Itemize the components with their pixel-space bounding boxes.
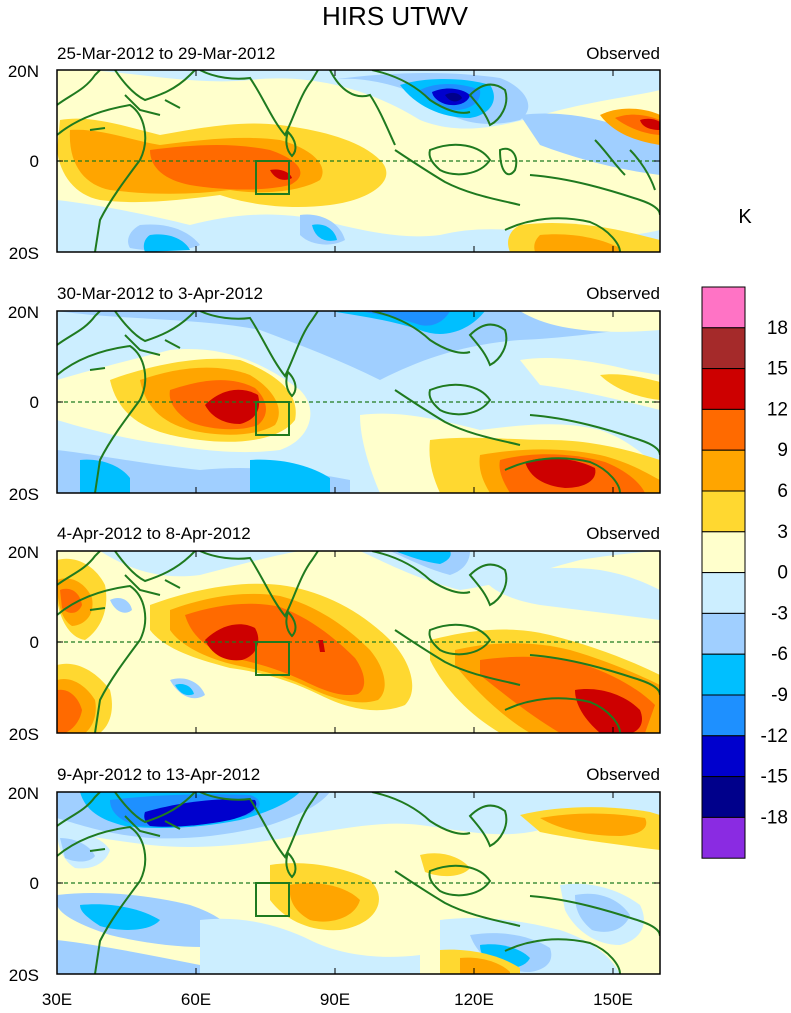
focus-region-box	[255, 401, 290, 436]
colorbar-swatch	[701, 286, 746, 329]
panel-3: 4-Apr-2012 to 8-Apr-2012 Observed	[8, 524, 661, 744]
colorbar-tick-label: 6	[777, 481, 788, 502]
panel-date-label: 25-Mar-2012 to 29-Mar-2012	[57, 44, 275, 63]
lat-tick-label: 0	[30, 874, 39, 893]
coastlines	[57, 70, 660, 252]
colorbar-tick-label: -15	[761, 767, 788, 788]
lat-tick-label: 20S	[9, 244, 39, 263]
colorbar-swatch	[701, 816, 746, 859]
colorbar-unit-label: K	[738, 206, 752, 228]
lon-tick-label: 120E	[454, 990, 494, 1009]
coastlines	[57, 311, 660, 493]
colorbar-swatch	[701, 368, 746, 410]
lat-tick-label: 20S	[9, 725, 39, 744]
panel-type-label: Observed	[586, 284, 660, 303]
colorbar-swatch	[701, 735, 746, 778]
anomaly-field	[57, 551, 660, 733]
panel-2: 30-Mar-2012 to 3-Apr-2012 Observed	[8, 284, 661, 504]
lon-tick-label: 90E	[320, 990, 350, 1009]
lon-tick-label: 30E	[42, 990, 72, 1009]
lat-tick-label: 0	[30, 393, 39, 412]
anomaly-field	[57, 70, 660, 252]
coastlines	[57, 551, 660, 733]
colorbar-swatch	[701, 490, 746, 533]
colorbar-swatch	[701, 449, 746, 492]
colorbar-swatch	[701, 531, 746, 574]
colorbar-tick-label: -12	[761, 726, 788, 747]
lat-tick-label: 20N	[8, 62, 39, 81]
colorbar-tick-label: -6	[771, 644, 788, 665]
colorbar-tick-label: 3	[777, 522, 788, 543]
panel-ticks	[56, 550, 660, 734]
colorbar-tick-label: 12	[767, 399, 788, 420]
colorbar-swatch	[701, 694, 746, 737]
panel-date-label: 30-Mar-2012 to 3-Apr-2012	[57, 284, 263, 303]
colorbar-swatch	[701, 327, 746, 370]
lat-tick-label: 0	[30, 633, 39, 652]
panel-type-label: Observed	[586, 524, 660, 543]
focus-region-box	[255, 160, 290, 195]
panel-date-label: 4-Apr-2012 to 8-Apr-2012	[57, 524, 251, 543]
lat-tick-label: 20S	[9, 966, 39, 985]
lat-tick-label: 20N	[8, 784, 39, 803]
colorbar-swatch	[701, 612, 746, 655]
figure-title: HIRS UTWV	[322, 1, 469, 31]
panel-type-label: Observed	[586, 765, 660, 784]
panel-ticks	[56, 69, 660, 253]
coastlines	[57, 792, 660, 974]
colorbar-tick-label: 15	[767, 359, 788, 380]
panel-ticks	[56, 791, 660, 975]
panel-type-label: Observed	[586, 44, 660, 63]
panel-4: 9-Apr-2012 to 13-Apr-2012 Observed	[8, 765, 661, 985]
colorbar-tick-label: -3	[771, 603, 788, 624]
lat-tick-label: 20S	[9, 485, 39, 504]
colorbar-swatch	[701, 653, 746, 696]
lat-tick-label: 0	[30, 152, 39, 171]
panel-1: 25-Mar-2012 to 29-Mar-2012 Observed	[8, 44, 661, 263]
colorbar-tick-label: -9	[771, 685, 788, 706]
focus-region-box	[255, 641, 290, 676]
lon-axis: 30E 60E 90E 120E 150E	[42, 990, 633, 1009]
colorbar-tick-label: 9	[777, 440, 788, 461]
colorbar-tick-label: 18	[767, 318, 788, 339]
colorbar-swatch	[701, 776, 746, 818]
colorbar-tick-label: -18	[761, 807, 788, 828]
panel-ticks	[56, 310, 660, 494]
colorbar: 18 15 12 9 6 3 0 -3 -6 -9 -12 -15 -18	[701, 286, 788, 859]
lat-tick-label: 20N	[8, 543, 39, 562]
colorbar-tick-label: 0	[777, 563, 788, 584]
focus-region-box	[255, 882, 290, 917]
colorbar-swatch	[701, 408, 746, 451]
panel-date-label: 9-Apr-2012 to 13-Apr-2012	[57, 765, 260, 784]
lat-tick-label: 20N	[8, 303, 39, 322]
colorbar-swatch	[701, 572, 746, 614]
lon-tick-label: 60E	[181, 990, 211, 1009]
lon-tick-label: 150E	[593, 990, 633, 1009]
